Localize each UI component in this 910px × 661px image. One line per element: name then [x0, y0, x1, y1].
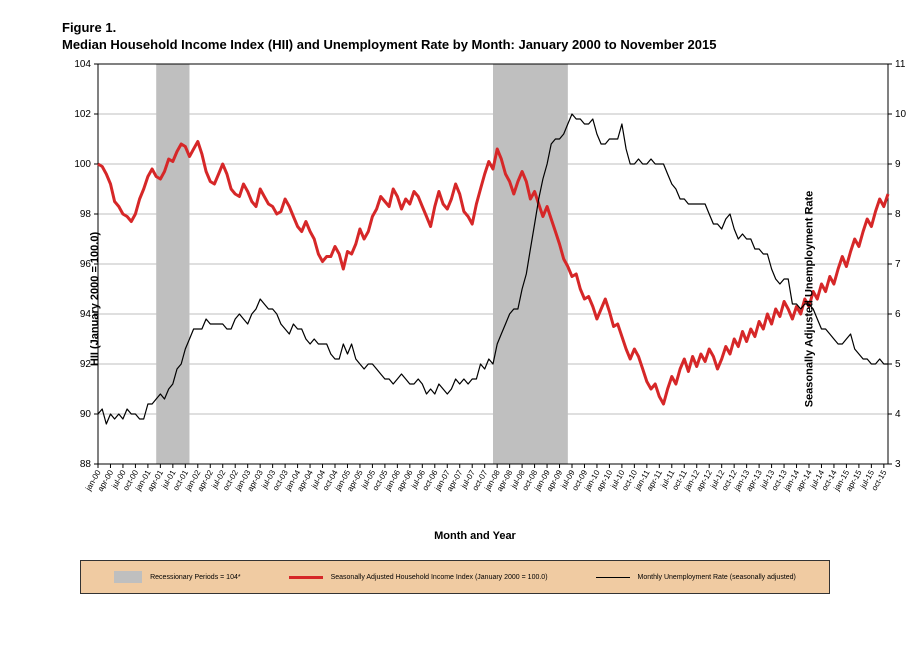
svg-text:102: 102: [74, 109, 91, 120]
legend: Recessionary Periods = 104* Seasonally A…: [80, 560, 830, 594]
legend-unemp-label: Monthly Unemployment Rate (seasonally ad…: [638, 574, 796, 581]
svg-text:5: 5: [895, 359, 901, 370]
x-axis-label: Month and Year: [62, 530, 888, 542]
recession-swatch: [114, 571, 142, 583]
legend-unemp: Monthly Unemployment Rate (seasonally ad…: [596, 574, 796, 581]
svg-text:4: 4: [895, 409, 901, 420]
svg-text:3: 3: [895, 459, 901, 470]
chart-svg: 88909294969810010210434567891011jan-00ap…: [62, 56, 910, 524]
y-left-axis-label: HII (January 2000 = 100.0): [89, 232, 101, 366]
svg-text:100: 100: [74, 159, 91, 170]
y-right-axis-label: Seasonally Adjusted Unemployment Rate: [804, 191, 816, 408]
svg-text:88: 88: [80, 459, 92, 470]
svg-text:104: 104: [74, 59, 91, 70]
hii-swatch: [289, 576, 323, 579]
chart-container: HII (January 2000 = 100.0) Seasonally Ad…: [62, 56, 888, 542]
chart-title: Median Household Income Index (HII) and …: [62, 37, 890, 52]
svg-text:6: 6: [895, 309, 901, 320]
svg-text:11: 11: [895, 59, 906, 70]
legend-hii-label: Seasonally Adjusted Household Income Ind…: [331, 574, 548, 581]
svg-text:98: 98: [80, 209, 92, 220]
legend-hii: Seasonally Adjusted Household Income Ind…: [289, 574, 548, 581]
svg-text:7: 7: [895, 259, 901, 270]
legend-recession: Recessionary Periods = 104*: [114, 571, 240, 583]
svg-text:8: 8: [895, 209, 901, 220]
svg-text:9: 9: [895, 159, 901, 170]
legend-recession-label: Recessionary Periods = 104*: [150, 574, 240, 581]
svg-text:10: 10: [895, 109, 907, 120]
svg-text:90: 90: [80, 409, 92, 420]
figure-number: Figure 1.: [62, 20, 890, 35]
unemp-swatch: [596, 577, 630, 578]
